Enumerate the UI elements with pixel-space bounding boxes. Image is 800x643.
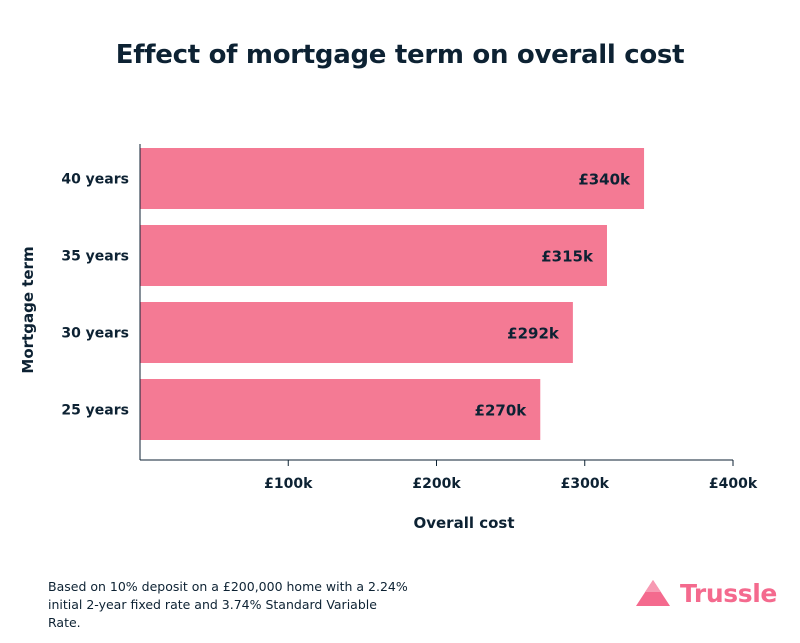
bar-value-label: £340k [578, 171, 631, 189]
x-tick-label: £100k [264, 476, 313, 492]
x-axis-label: Overall cost [413, 514, 514, 532]
chart-title: Effect of mortgage term on overall cost [115, 40, 685, 70]
bar-35-years [140, 225, 607, 286]
x-tick-label: £200k [412, 476, 461, 492]
x-tick-label: £300k [561, 476, 610, 492]
y-tick-label: 30 years [61, 326, 129, 342]
axes-layer: 40 years 35 years 30 years 25 years £100k £20… [61, 144, 758, 492]
bar-25-years [140, 379, 541, 440]
bar-value-label: £315k [541, 248, 594, 266]
y-tick-label: 35 years [61, 249, 129, 265]
bar-value-label: £292k [507, 325, 560, 343]
bar-30-years [140, 302, 573, 363]
footnote-line-2: initial 2-year fixed rate and 3.74% Stan… [48, 597, 377, 630]
footnote: Based on 10% deposit on a £200,000 home … [48, 578, 408, 632]
bars-layer: £340k £315k £292k £270k [140, 148, 645, 440]
x-tick-label: £400k [709, 476, 758, 492]
y-tick-label: 40 years [61, 172, 129, 188]
footnote-line-1: Based on 10% deposit on a £200,000 home … [48, 579, 408, 594]
bar-40-years [140, 148, 645, 209]
trussle-logo: Trussle [634, 575, 777, 611]
y-axis-label: Mortgage term [19, 246, 37, 373]
y-tick-label: 25 years [61, 403, 129, 419]
bar-value-label: £270k [475, 402, 528, 420]
brand-name: Trussle [680, 578, 777, 608]
trussle-logo-icon [636, 580, 670, 606]
